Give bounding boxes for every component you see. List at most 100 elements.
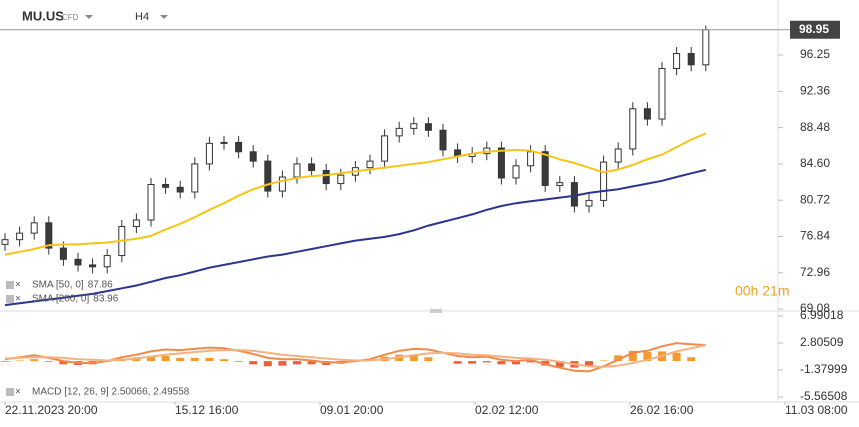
candle-body: [556, 182, 564, 186]
x-tick-label: 02.02 12:00: [475, 403, 539, 417]
candle-body: [629, 108, 637, 150]
candle-body: [191, 163, 199, 193]
candle-body: [293, 163, 301, 178]
sma-line: [4, 168, 707, 307]
candle-body: [45, 222, 53, 249]
candle-body: [702, 29, 710, 66]
candle-body: [235, 141, 243, 153]
candle-body: [205, 142, 213, 165]
candle-body: [541, 151, 549, 186]
candle-body: [162, 184, 170, 188]
symbol-dropdown[interactable]: [85, 15, 93, 19]
macd-histogram-bar: [482, 361, 491, 363]
candle-body: [89, 264, 97, 268]
macd-histogram-bar: [512, 361, 520, 365]
y-tick-label: 69.08: [800, 301, 830, 315]
x-tick-label: 15.12 16:00: [175, 403, 239, 417]
legend-icon: [6, 281, 14, 289]
y-tick-label: 84.60: [800, 156, 830, 170]
macd-histogram-bar: [30, 359, 39, 362]
instrument: CFD: [62, 13, 79, 22]
last-price-label: 98.95: [799, 22, 829, 36]
candle-body: [59, 247, 67, 260]
y-tick-label: 80.72: [800, 192, 830, 206]
legend-icon: [6, 295, 14, 303]
y-tick-label: 76.84: [800, 229, 830, 243]
candle-body: [512, 165, 520, 179]
macd-histogram-bar: [628, 350, 637, 362]
macd-histogram-bar: [497, 361, 506, 365]
interval[interactable]: H4: [135, 11, 149, 23]
candle-body: [220, 141, 228, 144]
y-tick-label: 6.99018: [800, 308, 844, 322]
legend-close[interactable]: ×: [15, 387, 21, 398]
candle-body: [643, 108, 651, 120]
candle-body: [308, 163, 316, 171]
interval-dropdown[interactable]: [160, 15, 168, 19]
legend-value: 87.86: [88, 280, 113, 291]
candle-body: [497, 147, 505, 179]
candle-body: [176, 186, 184, 193]
macd-histogram-bar: [614, 355, 623, 362]
macd-histogram-bar: [453, 361, 462, 364]
candle-body: [132, 219, 140, 228]
macd-histogram-bar: [293, 361, 301, 365]
x-tick-label: 11.03 08:00: [785, 403, 848, 417]
sma-line: [4, 132, 707, 256]
last-price-box: [790, 20, 840, 39]
x-tick-label: 09.01 20:00: [320, 403, 384, 417]
candle-body: [614, 148, 622, 163]
macd-histogram-bar: [409, 354, 418, 362]
candle-body: [249, 151, 257, 162]
x-tick-label: 22.11.2023 20:00: [5, 403, 98, 417]
macd-histogram-bar: [190, 357, 199, 362]
candle-body: [16, 232, 24, 241]
candle-body: [381, 135, 389, 162]
macd-histogram-bar: [205, 357, 214, 362]
candle-body: [395, 127, 403, 137]
macd-legend: MACD [12, 26, 9] 2.50066, 2.49558: [32, 387, 190, 398]
candle-body: [424, 123, 432, 131]
candle-body: [337, 174, 345, 185]
legend-close[interactable]: ×: [15, 294, 21, 305]
candle-body: [585, 199, 593, 207]
candle-body: [439, 129, 447, 151]
macd-histogram-bar: [220, 359, 228, 362]
macd-histogram-bar: [672, 352, 681, 362]
countdown: 00h 21m: [735, 283, 789, 299]
macd-histogram-bar: [555, 361, 564, 367]
x-tick-label: 26.02 16:00: [630, 403, 694, 417]
macd-histogram-bar: [15, 360, 24, 362]
macd-histogram-bar: [424, 357, 433, 362]
candle-body: [673, 53, 681, 70]
macd-histogram-bar: [263, 361, 272, 367]
candle-body: [103, 255, 111, 268]
legend-close[interactable]: ×: [15, 280, 21, 291]
candle-body: [410, 123, 418, 129]
macd-signal-line: [4, 344, 707, 368]
candle-body: [278, 176, 286, 192]
candle-body: [658, 68, 666, 120]
candle-body: [1, 239, 9, 245]
candle-body: [30, 222, 38, 234]
macd-histogram-bar: [585, 361, 593, 367]
y-tick-label: 88.48: [800, 120, 830, 134]
legend-value: 83.96: [93, 294, 118, 305]
legend-icon: [6, 388, 14, 396]
panel-resize-handle[interactable]: [430, 309, 442, 313]
y-tick-label: 92.36: [800, 84, 830, 98]
candle-body: [687, 53, 695, 66]
macd-histogram-bar: [307, 361, 316, 365]
macd-histogram-bar: [1, 361, 9, 362]
legend-name: SMA [200, 0]: [32, 294, 89, 305]
symbol[interactable]: MU.US: [22, 8, 64, 23]
legend-name: SMA [50, 0]: [32, 280, 84, 291]
macd-histogram-bar: [526, 361, 535, 363]
candle-body: [322, 169, 330, 185]
candle-body: [600, 161, 608, 201]
y-tick-label: -1.37999: [800, 362, 848, 376]
macd-histogram-bar: [468, 361, 477, 364]
macd-histogram-bar: [249, 361, 258, 365]
